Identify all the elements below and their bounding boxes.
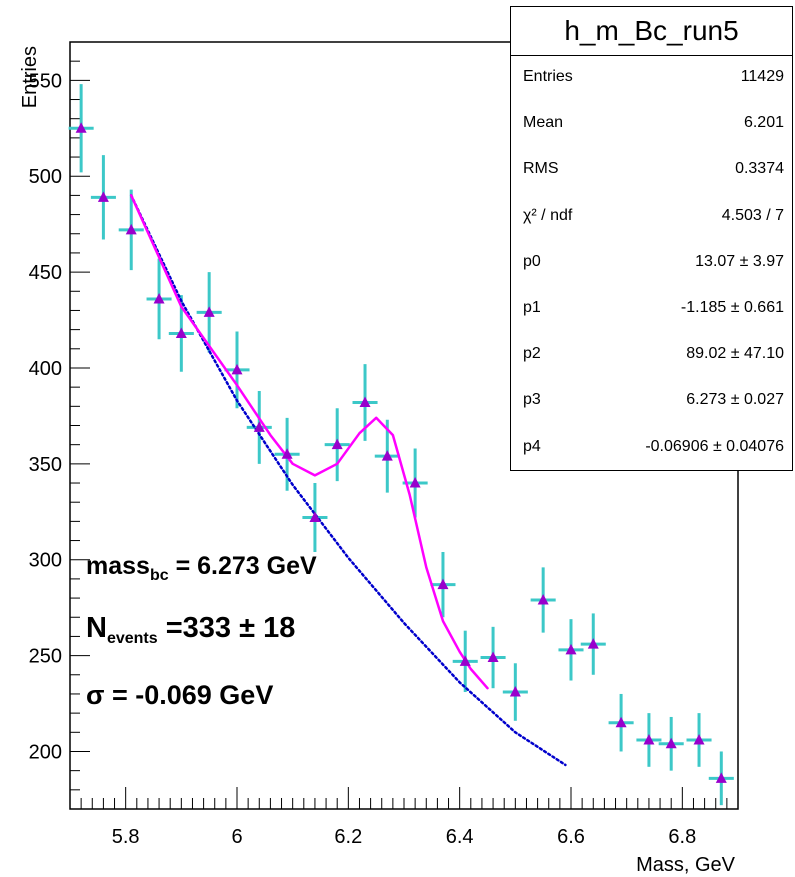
- stats-key: p2: [523, 345, 541, 363]
- stats-value: 6.273 ± 0.027: [686, 391, 784, 409]
- data-point: [253, 421, 265, 432]
- data-point: [693, 733, 705, 745]
- events-value: =333 ± 18: [157, 612, 296, 644]
- stats-key: Entries: [523, 68, 573, 85]
- stats-key: p4: [523, 437, 541, 455]
- data-point: [281, 448, 293, 459]
- y-tick-label: 250: [29, 646, 62, 668]
- data-point: [587, 638, 599, 649]
- data-point: [409, 477, 421, 488]
- signal-fit-line: [129, 194, 489, 690]
- data-point: [97, 191, 109, 202]
- sigma-value: σ = -0.069 GeV: [86, 680, 274, 710]
- x-tick-label: 6: [231, 826, 242, 848]
- stats-value: 0.3374: [735, 160, 784, 178]
- stats-value: 4.503 / 7: [721, 206, 784, 224]
- y-axis-label: Entries: [19, 46, 41, 108]
- x-tick-label: 6.4: [446, 826, 474, 848]
- stats-key: χ² / ndf: [523, 206, 573, 224]
- x-tick-label: 6.8: [668, 826, 696, 848]
- stats-key: p3: [523, 391, 541, 409]
- data-point: [487, 651, 499, 663]
- x-tick-label: 5.8: [112, 826, 140, 848]
- mass-label: mass: [86, 552, 150, 580]
- stats-row-p1: p1 -1.185 ± 0.661: [511, 287, 792, 333]
- x-axis-label: Mass, GeV: [636, 854, 736, 876]
- x-tick-label: 6.2: [334, 826, 362, 848]
- stats-row-chi2: χ² / ndf 4.503 / 7: [511, 195, 792, 241]
- y-tick-label: 450: [29, 262, 62, 284]
- data-point: [231, 363, 243, 375]
- stats-row-rms: RMS 0.3374: [511, 148, 792, 194]
- y-tick-label: 300: [29, 550, 62, 572]
- stats-value: 89.02 ± 47.10: [686, 345, 784, 363]
- mass-subscript: bc: [149, 567, 169, 584]
- sigma-annotation: σ = -0.069 GeV: [86, 680, 273, 711]
- data-point: [153, 292, 165, 304]
- data-point: [175, 327, 187, 338]
- mass-value: = 6.273 GeV: [168, 552, 317, 580]
- stats-row-p4: p4 -0.06906 ± 0.04076: [511, 426, 792, 472]
- stats-row-p2: p2 89.02 ± 47.10: [511, 333, 792, 379]
- y-tick-label: 550: [29, 70, 62, 92]
- events-subscript: events: [106, 630, 158, 647]
- y-tick-label: 400: [29, 358, 62, 380]
- stats-value: -1.185 ± 0.661: [680, 298, 784, 316]
- data-point: [331, 438, 343, 450]
- x-tick-label: 6.6: [557, 826, 585, 848]
- stats-value: 6.201: [743, 114, 784, 132]
- data-point: [615, 716, 627, 728]
- data-point: [665, 737, 677, 749]
- stats-key: p1: [523, 298, 541, 316]
- data-point: [381, 450, 393, 461]
- stats-row-p3: p3 6.273 ± 0.027: [511, 379, 792, 425]
- data-point: [437, 578, 449, 590]
- stats-key: Mean: [523, 114, 564, 132]
- stats-value: 11429: [740, 68, 784, 85]
- data-point: [203, 306, 215, 317]
- stats-row-mean: Mean 6.201: [511, 102, 792, 148]
- data-point: [309, 511, 321, 523]
- mass-annotation: massbc = 6.273 GeV: [86, 552, 317, 585]
- data-point: [125, 223, 137, 235]
- data-point: [459, 655, 471, 666]
- data-point: [359, 396, 371, 407]
- stats-row-entries: Entries 11429: [511, 56, 792, 102]
- stats-title: h_m_Bc_run5: [511, 7, 792, 56]
- data-point: [509, 686, 521, 697]
- data-point: [75, 122, 87, 133]
- stats-box: h_m_Bc_run5 Entries 11429 Mean 6.201 RMS…: [510, 6, 793, 471]
- stats-row-p0: p0 13.07 ± 3.97: [511, 241, 792, 287]
- stats-value: -0.06906 ± 0.04076: [645, 437, 784, 455]
- events-annotation: Nevents =333 ± 18: [86, 612, 295, 648]
- stats-key: p0: [523, 252, 541, 270]
- data-point: [565, 643, 577, 655]
- data-point: [643, 733, 655, 745]
- events-label: N: [86, 612, 107, 644]
- data-point: [715, 772, 727, 783]
- stats-value: 13.07 ± 3.97: [695, 252, 784, 270]
- y-tick-label: 350: [29, 454, 62, 476]
- data-point: [537, 593, 549, 605]
- y-tick-label: 200: [29, 741, 62, 763]
- stats-key: RMS: [523, 160, 559, 178]
- y-tick-label: 500: [29, 166, 62, 188]
